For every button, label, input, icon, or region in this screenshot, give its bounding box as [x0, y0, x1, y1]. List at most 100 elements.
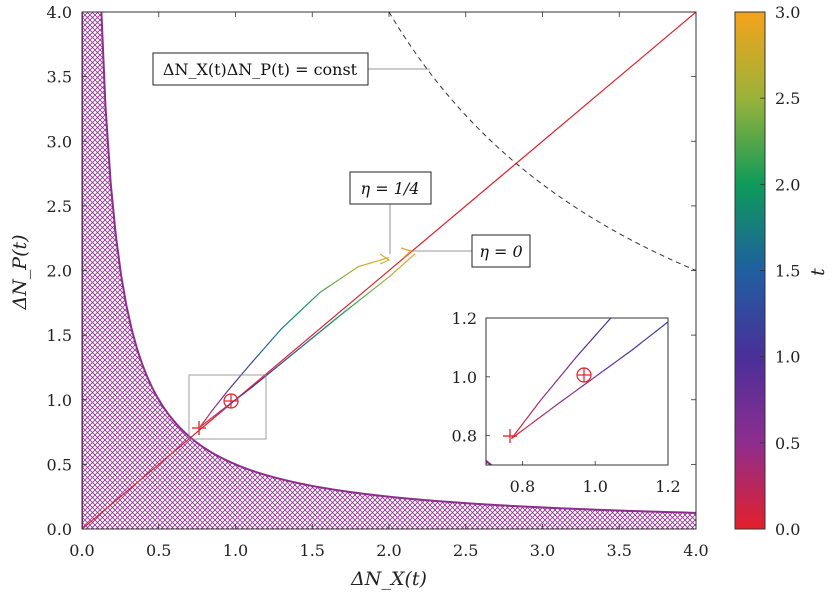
series-segment: [823, 109, 832, 115]
series-segment: [374, 283, 381, 289]
series-segment: [225, 390, 229, 394]
colorbar-tick-label: 2.5: [775, 89, 800, 108]
series-segment: [250, 383, 256, 389]
series-segment: [817, 197, 828, 206]
series-segment: [534, 416, 541, 422]
series-segment: [205, 416, 209, 419]
series-segment: [229, 384, 233, 389]
series-segment: [304, 302, 309, 308]
series-segment: [631, 341, 643, 351]
x-tick-label: 1.5: [300, 541, 325, 560]
series-segment: [388, 274, 393, 278]
series-segment: [714, 199, 723, 207]
series-segment: [287, 353, 293, 359]
series-segment: [284, 320, 290, 326]
inset-x-ticks: 0.8 1.0 1.2: [510, 461, 681, 496]
series-segment: [384, 276, 390, 282]
series-eta-1-4-line: [199, 256, 390, 428]
inset-x-tick-label: 0.8: [510, 477, 535, 496]
series-segment: [205, 420, 209, 423]
series-segment: [327, 284, 332, 288]
eta-zero-label: η = 0: [479, 242, 522, 261]
series-segment: [274, 331, 279, 337]
series-segment: [219, 408, 224, 412]
colorbar-tick-label: 2.0: [775, 175, 800, 194]
y-tick-label: 1.0: [47, 391, 72, 410]
const-label: ΔN_X(t)ΔN_P(t) = const: [163, 60, 358, 79]
series-segment: [530, 420, 536, 425]
series-segment: [370, 287, 376, 292]
series-segment: [324, 323, 330, 329]
series-segment: [291, 350, 298, 355]
series-segment: [253, 356, 258, 361]
series-segment: [209, 411, 212, 414]
x-tick-label: 0.5: [146, 541, 171, 560]
inset-marker-plus: [503, 429, 517, 443]
x-tick-label: 4.0: [683, 541, 708, 560]
series-segment: [319, 289, 325, 293]
series-segment: [522, 419, 527, 424]
series-segment: [412, 253, 416, 257]
marker-circle-plus: [223, 393, 239, 409]
series-segment: [314, 331, 321, 337]
series-segment: [723, 190, 732, 198]
series-segment: [216, 401, 220, 405]
series-segment: [786, 133, 795, 141]
series-diagonal-line: [82, 12, 696, 529]
x-tick-label: 2.0: [376, 541, 401, 560]
series-segment: [580, 381, 589, 388]
y-tick-label: 0.5: [47, 455, 72, 474]
series-segment: [213, 414, 217, 417]
series-segment: [406, 257, 411, 262]
series-segment: [686, 299, 697, 308]
marker-plus: [192, 421, 206, 435]
series-segment: [203, 419, 206, 423]
series-segment: [347, 305, 353, 311]
y-tick-label: 3.0: [47, 132, 72, 151]
series-segment: [704, 207, 713, 215]
series-segment: [572, 355, 578, 362]
series-segment: [646, 271, 653, 279]
series-segment: [215, 412, 219, 415]
series-segment: [278, 328, 283, 333]
series-segment: [259, 349, 264, 354]
series-segment: [565, 392, 574, 399]
inset-y-ticks: 0.8 1.0 1.2: [452, 309, 490, 446]
colorbar-tick-label: 3.0: [775, 3, 800, 22]
series-segment: [356, 298, 362, 303]
series-segment: [561, 369, 567, 375]
series-segment: [828, 188, 835, 197]
series-segment: [683, 231, 690, 239]
series-segment: [241, 392, 246, 396]
series-segment: [668, 247, 675, 255]
series-segment: [576, 349, 583, 357]
series-segment: [209, 417, 213, 420]
series-segment: [409, 255, 413, 259]
series-segment: [234, 379, 238, 383]
series-segment: [278, 361, 284, 367]
series-segment: [399, 264, 403, 269]
series-segment: [268, 368, 275, 374]
series-segment: [203, 421, 207, 425]
series-segment: [210, 409, 213, 413]
series-segment: [202, 421, 205, 424]
series-segment: [213, 405, 217, 409]
series-segment: [351, 301, 358, 307]
x-tick-label: 1.0: [223, 541, 248, 560]
series-segment: [609, 360, 618, 367]
series-segment: [795, 127, 804, 133]
series-segment: [391, 271, 395, 276]
inset-series-eta-0: [511, 188, 835, 440]
series-segment: [697, 291, 708, 300]
series-segment: [211, 415, 215, 419]
colorbar-tick-label: 0.5: [775, 434, 800, 453]
series-segment: [516, 426, 521, 432]
series-segment: [774, 231, 785, 240]
inset-y-tick-label: 1.2: [452, 309, 477, 328]
y-axis-label: ΔN_P(t): [9, 234, 31, 310]
series-segment: [207, 414, 210, 418]
series-segment: [342, 273, 348, 278]
y-tick-label: 2.0: [47, 262, 72, 281]
series-eta-0-line: [199, 253, 416, 428]
series-segment: [319, 327, 325, 333]
